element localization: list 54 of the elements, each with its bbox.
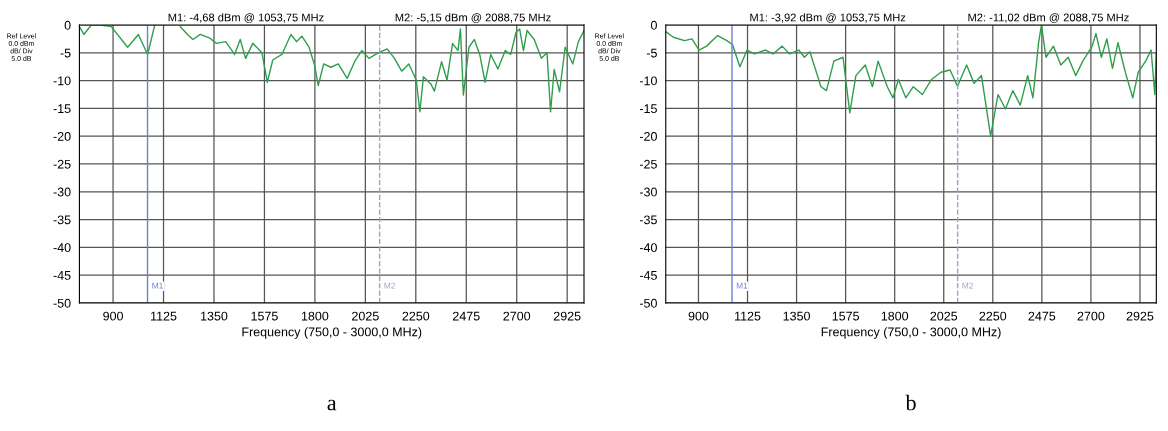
text: M2: -11,02 dBm @ 2088,75 MHz <box>968 13 1129 23</box>
y-tick-label: -20 <box>639 132 657 141</box>
y-tick-label: -35 <box>639 215 657 225</box>
y-tick-label: -40 <box>639 243 657 253</box>
y-tick-label: -50 <box>53 298 71 308</box>
x-tick-label: 2250 <box>402 311 430 321</box>
y-tick-label: -25 <box>53 159 71 169</box>
y-tick-label: -25 <box>639 159 657 169</box>
ref-line-label: M2 <box>384 282 395 289</box>
y-tick-label: -40 <box>53 243 71 253</box>
y-tick-label: -5 <box>60 48 71 58</box>
text: M1: -4,68 dBm @ 1053,75 MHz <box>168 13 324 23</box>
x-axis-title: Frequency (750,0 - 3000,0 MHz) <box>821 327 1001 339</box>
x-tick-label: 1125 <box>735 311 761 321</box>
x-tick-label: 900 <box>103 311 123 321</box>
x-tick-label: 2025 <box>930 311 958 321</box>
y-tick-label: -35 <box>53 215 71 225</box>
y-tick-label: -50 <box>639 298 657 308</box>
y-tick-label: -10 <box>53 76 71 86</box>
x-tick-label: 2475 <box>1028 311 1056 321</box>
y-tick-label: -30 <box>53 187 71 197</box>
y-tick-label: -15 <box>639 104 657 114</box>
ref-line-label: M2 <box>962 282 973 289</box>
x-tick-label: 1125 <box>151 311 177 321</box>
text: a <box>327 399 337 411</box>
ref-line-label: M1 <box>736 282 748 289</box>
x-tick-label: 1350 <box>201 311 228 321</box>
x-tick-label: 2475 <box>452 311 480 321</box>
y-tick-label: 0 <box>650 20 657 30</box>
y-tick-label: 0 <box>64 20 71 30</box>
x-tick-label: 2700 <box>1077 311 1105 321</box>
x-tick-label: 2700 <box>503 311 531 321</box>
x-tick-label: 2025 <box>352 311 379 321</box>
y-tick-label: -15 <box>53 104 71 114</box>
x-tick-label: 2250 <box>979 311 1007 321</box>
x-tick-label: 1575 <box>832 311 860 321</box>
x-tick-label: 1350 <box>783 311 810 321</box>
x-tick-label: 1800 <box>881 311 909 321</box>
text: M1: -3,92 dBm @ 1053,75 MHz <box>750 13 906 23</box>
y-tick-label: -45 <box>639 271 657 280</box>
text: b <box>905 394 916 411</box>
y-tick-label: -5 <box>646 48 657 58</box>
x-tick-label: 2925 <box>553 311 581 321</box>
text: M2: -5,15 dBm @ 2088,75 MHz <box>395 13 551 23</box>
x-tick-label: 900 <box>688 311 709 321</box>
y-tick-label: -45 <box>53 271 71 280</box>
x-tick-label: 1800 <box>301 311 329 321</box>
y-tick-label: -20 <box>53 132 71 141</box>
ref-line-label: M1 <box>152 282 163 289</box>
x-tick-label: 2925 <box>1126 311 1154 321</box>
x-axis-title: Frequency (750,0 - 3000,0 MHz) <box>242 327 422 339</box>
y-tick-label: -10 <box>639 76 657 86</box>
y-tick-label: -30 <box>639 187 657 197</box>
x-tick-label: 1575 <box>251 311 278 321</box>
